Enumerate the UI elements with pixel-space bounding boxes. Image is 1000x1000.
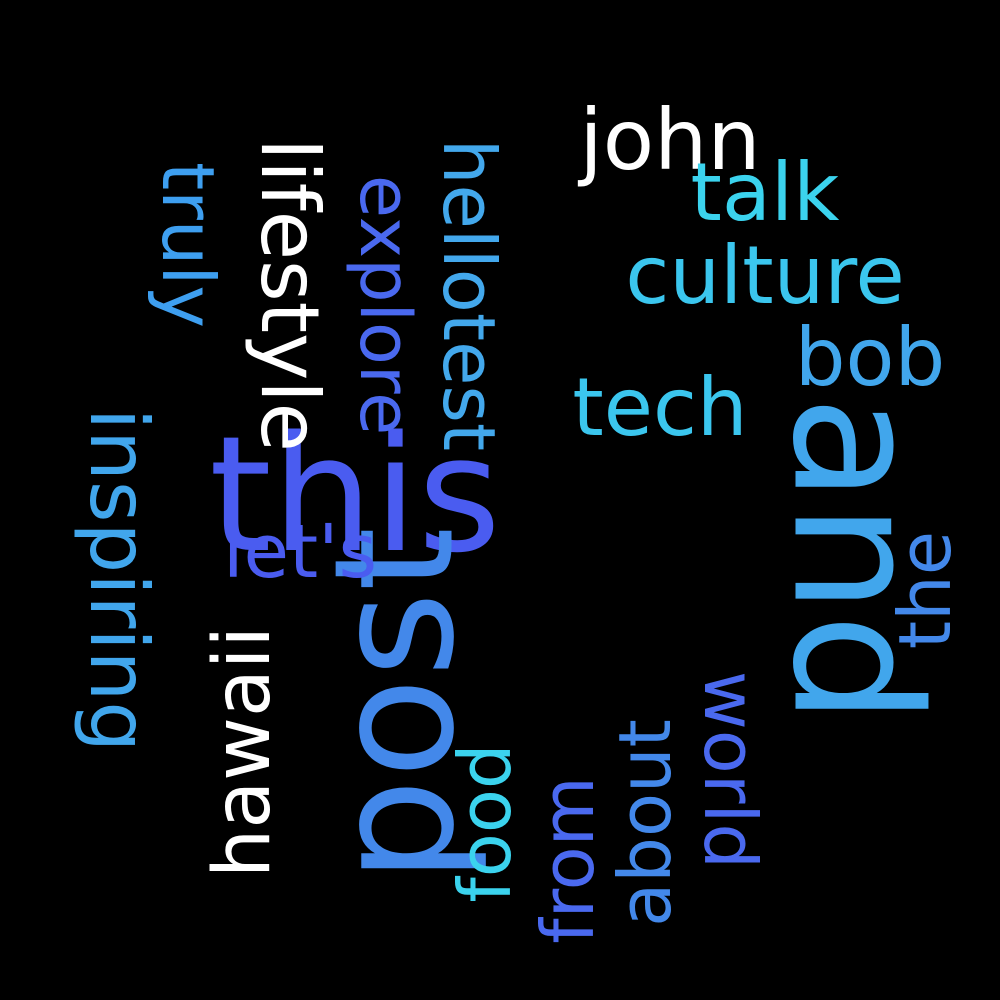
word-lifestyle: lifestyle [243,138,336,452]
word-tech: tech [572,361,748,454]
word-world: world [688,670,772,870]
word-inspiring: inspiring [72,407,165,753]
word-explore: explore [344,174,426,436]
word-lets: let's [223,509,377,595]
word-from: from [526,776,610,944]
word-food: food [443,743,527,903]
word-john: john [579,91,761,189]
word-culture: culture [625,229,905,322]
word-bob: bob [794,311,946,404]
word-about: about [603,719,687,927]
word-the: the [883,530,967,650]
word-this: this [209,401,501,588]
word-talk: talk [690,146,840,239]
word-hawaii: hawaii [198,625,288,879]
word-hellotest: hellotest [427,138,511,452]
word-truly: truly [146,161,230,329]
